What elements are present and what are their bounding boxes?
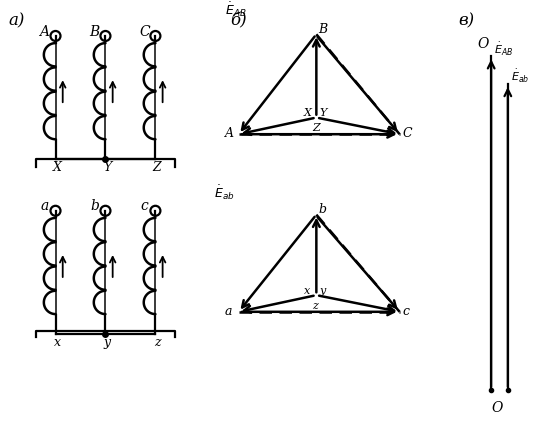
Text: б): б) (230, 12, 247, 29)
Text: Z: Z (153, 161, 162, 174)
Text: x: x (54, 336, 60, 349)
Text: a: a (41, 199, 48, 213)
Text: c: c (402, 305, 410, 318)
Text: X: X (53, 161, 62, 174)
Text: C: C (402, 127, 412, 140)
Text: y: y (104, 336, 110, 349)
Text: Y: Y (319, 108, 326, 119)
Text: $\dot{E}_{ab}$: $\dot{E}_{ab}$ (214, 183, 234, 202)
Text: B: B (89, 25, 99, 38)
Text: а): а) (8, 12, 25, 29)
Text: $\dot{E}_{ab}$: $\dot{E}_{ab}$ (511, 68, 529, 85)
Text: z: z (312, 301, 318, 311)
Text: O: O (491, 401, 502, 415)
Text: Y: Y (103, 161, 111, 174)
Text: y: y (319, 286, 325, 296)
Text: A: A (225, 127, 234, 140)
Text: X: X (304, 108, 312, 119)
Text: в): в) (458, 12, 474, 29)
Text: b: b (318, 203, 326, 216)
Text: $\dot{E}_{AB}$: $\dot{E}_{AB}$ (494, 41, 513, 58)
Text: a: a (225, 305, 233, 318)
Text: C: C (139, 25, 150, 38)
Text: b: b (90, 199, 99, 213)
Text: z: z (154, 336, 160, 349)
Text: O: O (477, 37, 488, 51)
Text: B: B (318, 23, 327, 36)
Text: c: c (140, 199, 148, 213)
Text: x: x (304, 286, 310, 296)
Text: Z: Z (312, 124, 320, 133)
Text: A: A (39, 25, 49, 38)
Text: $\dot{E}_{AB}$: $\dot{E}_{AB}$ (225, 0, 246, 19)
